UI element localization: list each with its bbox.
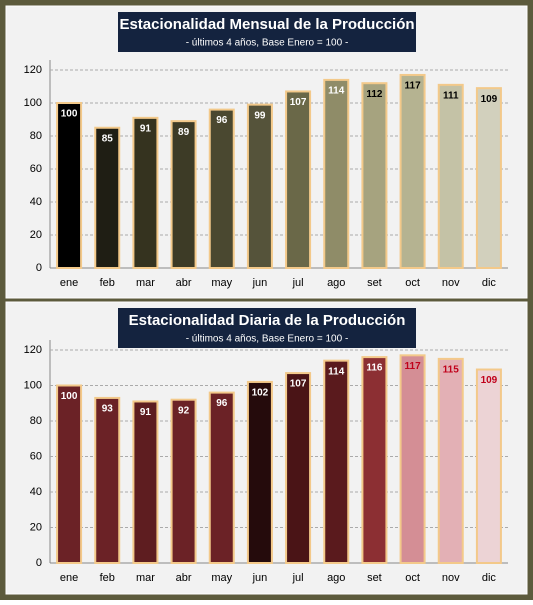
value-label: 91 [140,123,152,134]
title-box [118,12,416,52]
bar [475,368,502,564]
value-label: 117 [405,81,422,92]
x-tick-label: jun [252,572,268,584]
x-tick-label: mar [136,572,155,584]
bar [132,400,159,564]
value-label: 85 [102,133,114,144]
bar [285,372,312,565]
value-label: 109 [481,375,498,386]
bar [132,116,159,269]
chart-subtitle: - últimos 4 años, Base Enero = 100 - [186,334,349,345]
bar [323,78,350,270]
value-label: 115 [443,365,460,376]
x-tick-label: mar [136,277,155,289]
value-label: 117 [405,361,422,372]
value-label: 107 [290,379,307,390]
bar [437,83,464,269]
x-tick-label: dic [482,277,497,289]
x-tick-label: ago [327,277,345,289]
value-label: 93 [102,404,114,415]
value-label: 100 [61,391,78,402]
value-label: 96 [216,398,228,409]
value-label: 96 [216,115,228,126]
value-label: 89 [178,127,190,138]
y-tick-label: 80 [30,415,42,427]
x-tick-label: set [367,572,382,584]
x-tick-label: dic [482,572,497,584]
value-label: 109 [481,94,498,105]
x-tick-label: feb [100,572,115,584]
bar [323,359,350,564]
chart-title: Estacionalidad Diaria de la Producción [129,312,406,329]
value-label: 102 [252,388,269,399]
y-tick-label: 20 [30,229,42,241]
value-label: 107 [290,97,307,108]
x-tick-label: feb [100,277,115,289]
bar [56,384,83,564]
bar [170,120,197,270]
y-tick-label: 0 [36,557,42,569]
value-label: 92 [178,405,190,416]
x-tick-label: jun [252,277,268,289]
y-tick-label: 120 [24,344,42,356]
y-tick-label: 60 [30,450,42,462]
x-tick-label: nov [442,277,460,289]
bar [56,102,83,269]
bar [285,90,312,269]
x-tick-label: ago [327,572,345,584]
bar [399,354,426,565]
value-label: 100 [61,109,78,120]
y-tick-label: 60 [30,163,42,175]
bar [246,380,273,565]
bar [399,73,426,269]
bar [170,398,197,565]
x-tick-label: may [211,277,232,289]
x-tick-label: abr [176,572,192,584]
value-label: 116 [366,363,383,374]
value-label: 114 [328,366,345,377]
bar [94,126,121,269]
title-box [118,308,416,348]
bar [361,356,388,564]
x-tick-label: set [367,277,382,289]
x-tick-label: oct [405,277,420,289]
value-label: 111 [443,90,459,101]
bar [437,357,464,564]
x-tick-label: jul [292,572,304,584]
bar [94,396,121,564]
y-tick-label: 0 [36,262,42,274]
bar [475,87,502,270]
bar [208,108,235,269]
x-tick-label: abr [176,277,192,289]
bar [246,103,273,270]
y-tick-label: 40 [30,486,42,498]
chart-subtitle: - últimos 4 años, Base Enero = 100 - [186,38,349,49]
x-tick-label: ene [60,572,78,584]
y-tick-label: 80 [30,130,42,142]
value-label: 114 [328,86,345,97]
value-label: 91 [140,407,152,418]
y-tick-label: 100 [24,379,42,391]
y-tick-label: 120 [24,64,42,76]
y-tick-label: 40 [30,196,42,208]
x-tick-label: oct [405,572,420,584]
x-tick-label: ene [60,277,78,289]
x-tick-label: may [211,572,232,584]
y-tick-label: 20 [30,521,42,533]
chart-title: Estacionalidad Mensual de la Producción [119,16,414,33]
x-tick-label: jul [292,277,304,289]
value-label: 99 [254,110,266,121]
y-tick-label: 100 [24,97,42,109]
bar [208,391,235,564]
value-label: 112 [366,89,383,100]
bar [361,82,388,269]
x-tick-label: nov [442,572,460,584]
